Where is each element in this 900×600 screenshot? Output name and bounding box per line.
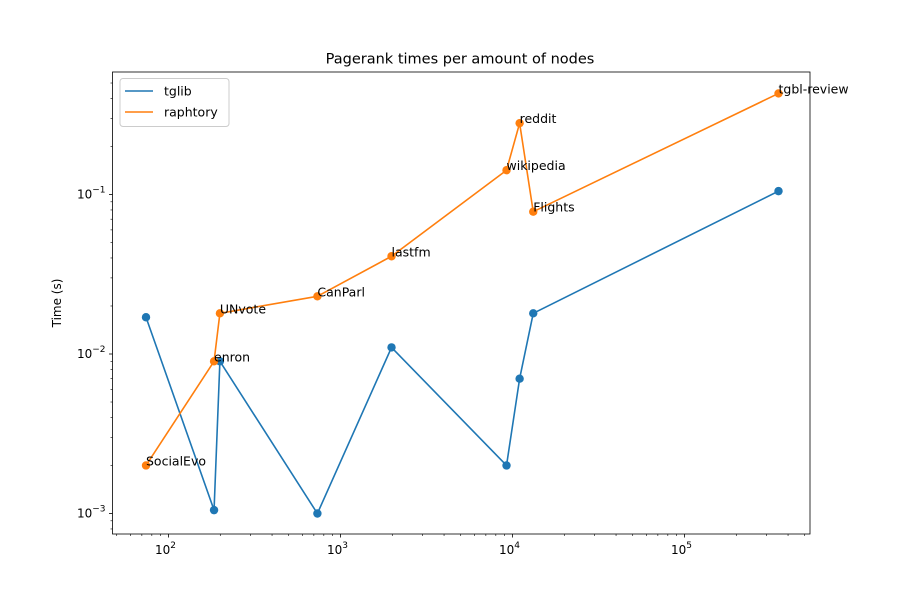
raphtory-point xyxy=(209,357,219,366)
legend-label-tglib: tglib xyxy=(164,84,192,99)
tglib-point xyxy=(502,461,511,470)
tglib-point xyxy=(215,357,225,366)
raphtory-point xyxy=(502,166,511,175)
series-tglib xyxy=(141,186,783,518)
annotation-label: reddit xyxy=(520,111,557,126)
annotation-label: lastfm xyxy=(392,244,431,259)
tglib-point xyxy=(141,313,151,322)
raphtory-point xyxy=(215,309,225,318)
x-axis: 102 103 104 105 xyxy=(155,534,692,557)
annotation-label: SocialEvo xyxy=(146,453,206,468)
y-tick-label: 10−2 xyxy=(77,345,106,361)
x-tick-label: 105 xyxy=(671,541,692,557)
annotation-label: CanParl xyxy=(317,284,365,299)
tglib-point xyxy=(209,505,219,515)
raphtory-point xyxy=(529,207,538,216)
y-axis: 10−3 10−2 10−1 xyxy=(77,186,113,521)
annotation-label: UNvote xyxy=(220,301,266,316)
annotation-label: enron xyxy=(214,349,250,364)
tglib-point xyxy=(387,343,396,352)
annotation-label: Flights xyxy=(533,200,574,215)
y-axis-label: Time (s) xyxy=(50,279,64,329)
tglib-point xyxy=(313,509,322,518)
tglib-point xyxy=(515,374,524,383)
raphtory-point xyxy=(387,252,396,261)
raphtory-point xyxy=(774,89,783,98)
series-layer xyxy=(141,89,783,518)
minor-ticks xyxy=(110,82,806,536)
raphtory-point xyxy=(515,118,524,128)
legend: tglib raphtory xyxy=(119,78,230,127)
x-tick-label: 104 xyxy=(499,541,520,557)
raphtory-point xyxy=(141,461,151,470)
raphtory-point xyxy=(313,292,322,301)
chart-title: Pagerank times per amount of nodes xyxy=(326,52,595,68)
y-tick-label: 10−3 xyxy=(77,505,106,521)
legend-label-raphtory: raphtory xyxy=(164,105,218,120)
plot-area xyxy=(112,71,811,535)
x-tick-label: 102 xyxy=(155,541,176,557)
series-raphtory xyxy=(141,89,783,470)
y-tick-label: 10−1 xyxy=(77,186,106,202)
x-tick-label: 103 xyxy=(327,541,348,557)
annotation-label: wikipedia xyxy=(507,158,566,173)
tglib-point xyxy=(774,186,783,196)
annotations: SocialEvo enron UNvote CanParl lastfm wikiped… xyxy=(146,81,849,468)
tglib-point xyxy=(529,309,538,318)
annotation-label: tgbl-review xyxy=(779,81,849,96)
